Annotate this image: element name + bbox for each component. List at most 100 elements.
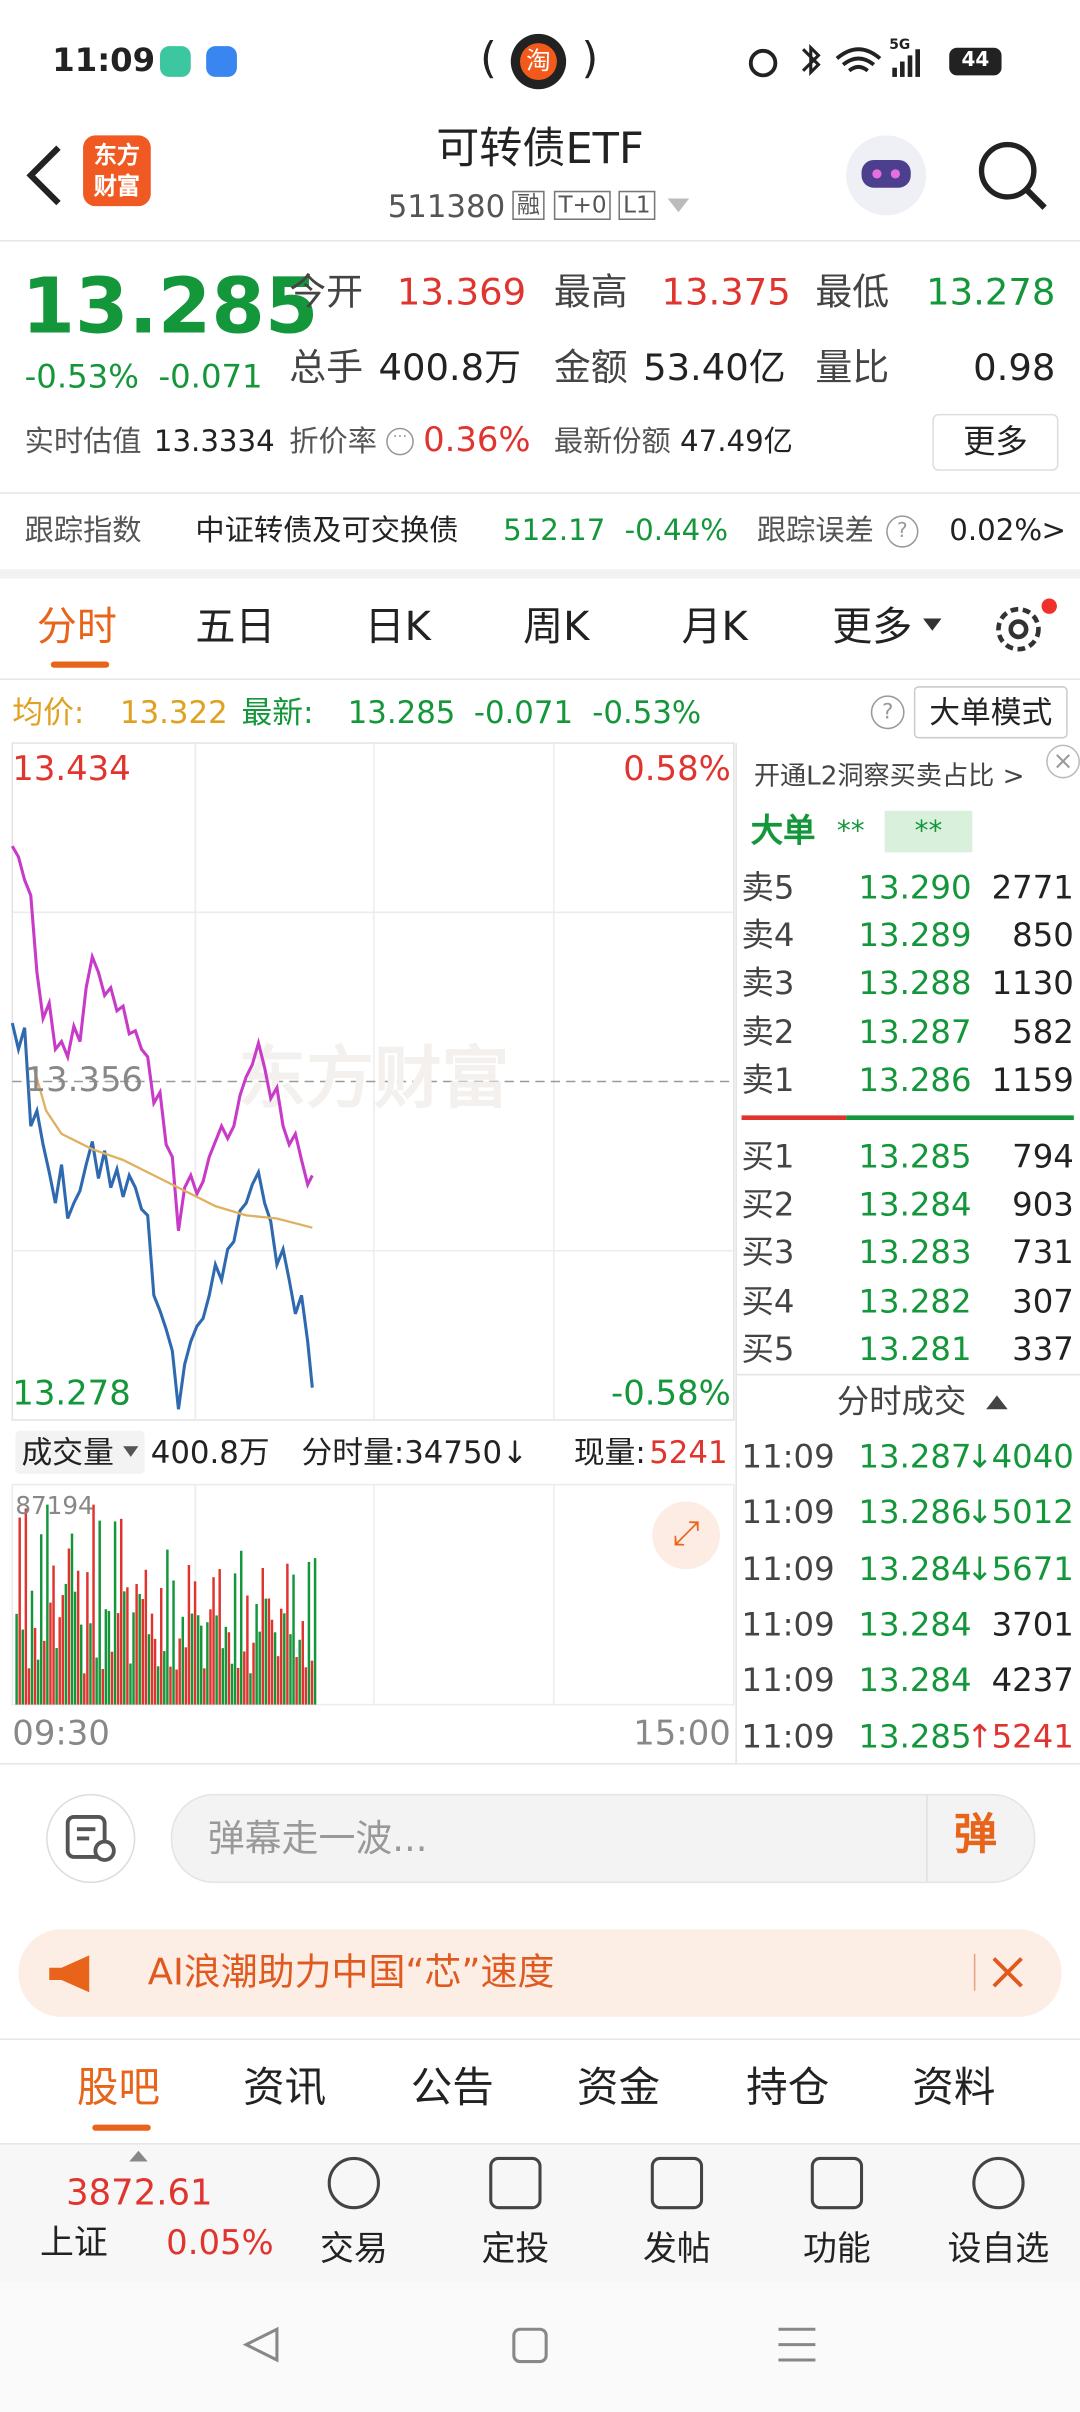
tracking-index[interactable]: 中证转债及可交换债 bbox=[195, 513, 459, 548]
arrow[interactable]: > bbox=[1041, 513, 1067, 548]
volume-bar bbox=[221, 1648, 224, 1705]
tab[interactable]: 日K bbox=[364, 604, 431, 651]
nav-back[interactable] bbox=[242, 2326, 279, 2363]
tab[interactable]: 分时 bbox=[36, 604, 117, 651]
order-label: 买4 bbox=[741, 1282, 795, 1320]
subtab[interactable]: 资讯 bbox=[243, 2064, 327, 2113]
volume-bar bbox=[289, 1634, 292, 1705]
subtab[interactable]: 资金 bbox=[576, 2064, 660, 2113]
banner[interactable] bbox=[18, 1929, 1062, 2017]
action-button[interactable]: 功能 bbox=[803, 2230, 871, 2270]
volume-bar bbox=[178, 1638, 181, 1705]
info-icon[interactable]: ··· bbox=[386, 427, 414, 456]
tab[interactable]: 五日 bbox=[195, 604, 276, 651]
help-icon[interactable]: ? bbox=[870, 695, 905, 730]
dropdown[interactable] bbox=[667, 198, 690, 213]
nav-home[interactable] bbox=[512, 2327, 548, 2364]
field-value: 13.375 bbox=[661, 270, 791, 314]
action-button[interactable]: 设自选 bbox=[947, 2230, 1050, 2270]
volume-bar bbox=[239, 1550, 243, 1705]
order-volume: 731 bbox=[1012, 1234, 1074, 1272]
logo[interactable]: 东方财富 bbox=[83, 135, 151, 207]
subtab[interactable]: 股吧 bbox=[76, 2064, 160, 2113]
tab[interactable]: 周K bbox=[523, 604, 590, 651]
big-order-value: ** bbox=[884, 810, 973, 853]
volume-bar bbox=[147, 1634, 151, 1705]
expand-button[interactable]: ⤢ bbox=[652, 1501, 720, 1570]
current-volume: 5241 bbox=[649, 1433, 728, 1471]
volume-bar bbox=[163, 1651, 166, 1705]
volume-selector[interactable] bbox=[15, 1430, 145, 1474]
tracking-change: -0.44% bbox=[624, 513, 729, 548]
subtab[interactable]: 持仓 bbox=[746, 2064, 830, 2113]
volume-label[interactable]: 成交量 bbox=[21, 1433, 114, 1471]
volume-bar bbox=[181, 1616, 184, 1705]
index-change[interactable]: 0.05% bbox=[166, 2224, 274, 2264]
volume-bar bbox=[52, 1565, 55, 1705]
app-icon bbox=[206, 46, 237, 77]
big-order-value: ** bbox=[836, 815, 865, 848]
tab[interactable]: 更多 bbox=[832, 604, 913, 651]
more-button[interactable]: 更多 bbox=[932, 413, 1059, 471]
avg-line bbox=[32, 1067, 313, 1229]
volume-bar bbox=[27, 1668, 31, 1705]
index-value[interactable]: 3872.61 bbox=[66, 2173, 213, 2214]
volume-bar bbox=[286, 1563, 289, 1705]
volume-bar bbox=[153, 1638, 157, 1705]
action-button[interactable]: 交易 bbox=[319, 2230, 388, 2270]
volume-bar bbox=[233, 1573, 237, 1705]
order-price: 13.281 bbox=[858, 1330, 972, 1368]
comment-input[interactable] bbox=[170, 1793, 1036, 1884]
field-label: 最低 bbox=[815, 270, 890, 314]
tab[interactable]: 月K bbox=[681, 604, 748, 651]
comment-settings[interactable] bbox=[46, 1793, 136, 1884]
volume-bar bbox=[150, 1613, 154, 1705]
latest-label: 最新: bbox=[241, 693, 314, 731]
trades-title[interactable]: 分时成交 bbox=[836, 1383, 967, 1420]
trade-time: 11:09 bbox=[741, 1550, 835, 1588]
subtab[interactable]: 资料 bbox=[912, 2064, 996, 2113]
volume-bar bbox=[30, 1590, 34, 1705]
volume-bar bbox=[58, 1617, 61, 1705]
close-promo[interactable]: × bbox=[1046, 744, 1080, 779]
field-label: 总手 bbox=[289, 346, 364, 390]
volume-bar bbox=[301, 1621, 304, 1705]
volume-bar bbox=[236, 1667, 240, 1705]
robot-avatar[interactable] bbox=[843, 132, 929, 218]
trade-time: 11:09 bbox=[741, 1494, 835, 1532]
order-price: 13.288 bbox=[858, 965, 972, 1003]
order-volume: 1130 bbox=[991, 965, 1074, 1003]
action-button[interactable]: 发帖 bbox=[643, 2230, 711, 2270]
shares-value: 47.49亿 bbox=[679, 424, 793, 459]
order-label: 卖4 bbox=[741, 917, 795, 955]
divider bbox=[735, 743, 737, 1764]
search-button[interactable] bbox=[975, 138, 1049, 212]
big-order-mode[interactable]: 大单模式 bbox=[913, 686, 1068, 739]
l2-promo[interactable]: 开通L2洞察买卖占比 > bbox=[753, 761, 1025, 793]
nav-menu[interactable] bbox=[778, 2327, 816, 2362]
volume-bar bbox=[24, 1508, 28, 1705]
action-button[interactable]: 定投 bbox=[481, 2230, 550, 2270]
collapse-icon[interactable] bbox=[986, 1392, 1011, 1410]
danmaku-button[interactable]: 弹 bbox=[953, 1809, 997, 1860]
estimate-label: 实时估值 bbox=[24, 424, 142, 459]
volume-bar bbox=[49, 1602, 52, 1705]
settings-button[interactable] bbox=[988, 597, 1062, 659]
order-price: 13.287 bbox=[858, 1013, 972, 1051]
volume-bar bbox=[46, 1504, 49, 1705]
volume-bar bbox=[304, 1667, 308, 1705]
close-banner[interactable] bbox=[991, 1955, 1025, 1989]
up-indicator bbox=[129, 2150, 148, 2162]
volume-max: 87194 bbox=[15, 1490, 94, 1520]
volume-bar bbox=[15, 1613, 18, 1705]
current-volume-label: 现量: bbox=[573, 1433, 646, 1471]
divider bbox=[0, 1763, 1080, 1765]
volume-bar bbox=[86, 1572, 89, 1705]
field-label: 量比 bbox=[815, 346, 890, 390]
volume-bar bbox=[172, 1580, 175, 1705]
subtab[interactable]: 公告 bbox=[410, 2064, 494, 2113]
index-name[interactable]: 上证 bbox=[39, 2224, 108, 2264]
back-button[interactable] bbox=[22, 145, 68, 207]
help-icon[interactable]: ? bbox=[886, 515, 919, 548]
order-label: 买5 bbox=[741, 1330, 795, 1368]
